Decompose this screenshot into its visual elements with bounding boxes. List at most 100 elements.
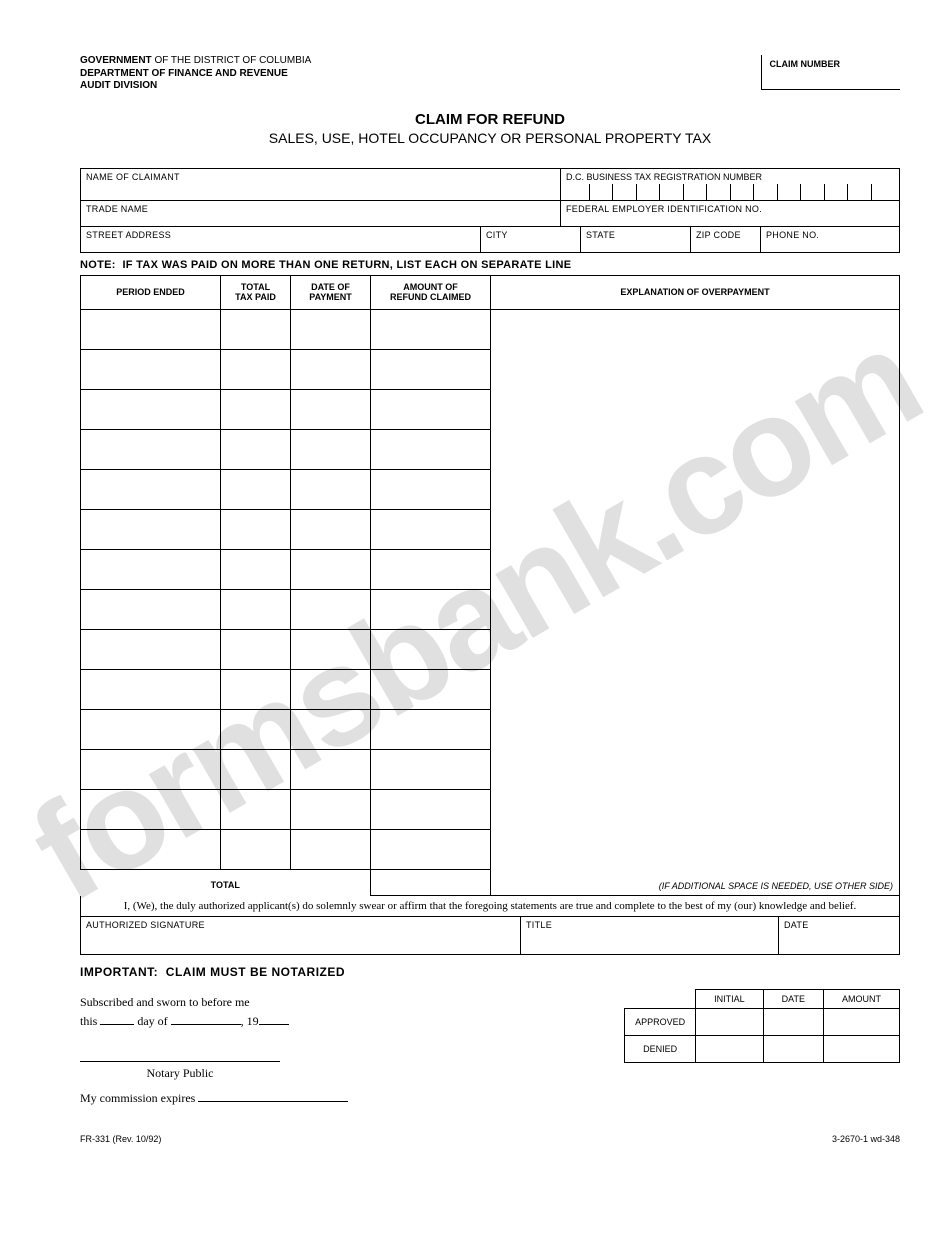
cell-approved-date[interactable] xyxy=(763,1009,823,1036)
table-cell[interactable] xyxy=(371,790,491,830)
table-cell[interactable] xyxy=(291,750,371,790)
footer-right: 3-2670-1 wd-348 xyxy=(832,1134,900,1144)
table-cell[interactable] xyxy=(291,470,371,510)
table-cell[interactable] xyxy=(81,830,221,870)
field-trade-name[interactable]: TRADE NAME xyxy=(81,201,561,226)
table-cell[interactable] xyxy=(291,790,371,830)
table-cell[interactable] xyxy=(221,630,291,670)
table-cell[interactable] xyxy=(81,470,221,510)
field-date[interactable]: DATE xyxy=(779,917,899,954)
table-cell[interactable] xyxy=(221,710,291,750)
field-phone[interactable]: PHONE NO. xyxy=(761,227,899,252)
field-zip[interactable]: ZIP CODE xyxy=(691,227,761,252)
cell-approved-amount[interactable] xyxy=(824,1009,900,1036)
table-cell[interactable] xyxy=(291,630,371,670)
table-cell[interactable] xyxy=(81,670,221,710)
dc-reg-cells[interactable] xyxy=(566,184,894,200)
field-dc-reg[interactable]: D.C. BUSINESS TAX REGISTRATION NUMBER xyxy=(561,169,899,200)
table-cell[interactable] xyxy=(291,550,371,590)
table-cell[interactable] xyxy=(221,830,291,870)
table-cell[interactable] xyxy=(221,430,291,470)
table-cell[interactable] xyxy=(221,750,291,790)
total-amount-cell[interactable] xyxy=(371,870,491,896)
table-cell[interactable] xyxy=(291,830,371,870)
page-footer: FR-331 (Rev. 10/92) 3-2670-1 wd-348 xyxy=(80,1134,900,1144)
table-cell[interactable] xyxy=(221,550,291,590)
field-street[interactable]: STREET ADDRESS xyxy=(81,227,481,252)
table-cell[interactable] xyxy=(371,670,491,710)
label-dc-reg: D.C. BUSINESS TAX REGISTRATION NUMBER xyxy=(566,172,762,182)
th-initial: INITIAL xyxy=(696,990,764,1009)
field-title[interactable]: TITLE xyxy=(521,917,779,954)
row-approved-label: APPROVED xyxy=(625,1009,696,1036)
table-row[interactable]: (IF ADDITIONAL SPACE IS NEEDED, USE OTHE… xyxy=(81,310,900,350)
table-cell[interactable] xyxy=(221,510,291,550)
table-cell[interactable] xyxy=(371,830,491,870)
notary-block: Subscribed and sworn to before me this d… xyxy=(80,995,624,1106)
table-cell[interactable] xyxy=(81,550,221,590)
important-text: CLAIM MUST BE NOTARIZED xyxy=(166,965,345,979)
refund-table: PERIOD ENDED TOTAL TAX PAID DATE OF PAYM… xyxy=(80,275,900,897)
table-cell[interactable] xyxy=(291,390,371,430)
table-cell[interactable] xyxy=(81,350,221,390)
table-cell[interactable] xyxy=(81,790,221,830)
explanation-cell[interactable]: (IF ADDITIONAL SPACE IS NEEDED, USE OTHE… xyxy=(491,310,900,896)
cell-denied-amount[interactable] xyxy=(824,1036,900,1063)
claim-number-box[interactable]: CLAIM NUMBER xyxy=(761,55,901,90)
cell-denied-initial[interactable] xyxy=(696,1036,764,1063)
table-cell[interactable] xyxy=(291,590,371,630)
approval-table: INITIAL DATE AMOUNT APPROVED DENIED xyxy=(624,989,900,1063)
table-cell[interactable] xyxy=(81,630,221,670)
field-fein[interactable]: FEDERAL EMPLOYER IDENTIFICATION NO. xyxy=(561,201,899,226)
field-auth-signature[interactable]: AUTHORIZED SIGNATURE xyxy=(81,917,521,954)
label-street: STREET ADDRESS xyxy=(86,230,171,240)
affirmation-text: I, (We), the duly authorized applicant(s… xyxy=(81,896,899,916)
table-cell[interactable] xyxy=(221,790,291,830)
table-cell[interactable] xyxy=(371,390,491,430)
table-cell[interactable] xyxy=(221,470,291,510)
notary-expires-line[interactable]: My commission expires xyxy=(80,1091,624,1106)
claim-number-label: CLAIM NUMBER xyxy=(770,59,841,69)
table-cell[interactable] xyxy=(291,670,371,710)
table-cell[interactable] xyxy=(81,710,221,750)
table-cell[interactable] xyxy=(221,350,291,390)
agency-line1-prefix: GOVERNMENT xyxy=(80,55,152,66)
table-cell[interactable] xyxy=(291,350,371,390)
table-cell[interactable] xyxy=(81,310,221,350)
field-state[interactable]: STATE xyxy=(581,227,691,252)
table-cell[interactable] xyxy=(291,310,371,350)
th-date-payment: DATE OF PAYMENT xyxy=(291,275,371,310)
table-cell[interactable] xyxy=(81,430,221,470)
table-cell[interactable] xyxy=(221,310,291,350)
table-cell[interactable] xyxy=(371,430,491,470)
notary-line2[interactable]: this day of , 19 xyxy=(80,1014,624,1029)
table-cell[interactable] xyxy=(221,670,291,710)
table-cell[interactable] xyxy=(371,750,491,790)
table-cell[interactable] xyxy=(81,750,221,790)
table-cell[interactable] xyxy=(291,430,371,470)
agency-line1-rest: OF THE DISTRICT OF COLUMBIA xyxy=(152,55,312,66)
table-cell[interactable] xyxy=(371,510,491,550)
table-cell[interactable] xyxy=(371,710,491,750)
field-city[interactable]: CITY xyxy=(481,227,581,252)
table-cell[interactable] xyxy=(221,390,291,430)
notary-public-line[interactable]: Notary Public xyxy=(80,1051,624,1081)
cell-denied-date[interactable] xyxy=(763,1036,823,1063)
field-name-of-claimant[interactable]: NAME OF CLAIMANT xyxy=(81,169,561,200)
table-cell[interactable] xyxy=(81,390,221,430)
notary-line1: Subscribed and sworn to before me xyxy=(80,995,624,1010)
table-cell[interactable] xyxy=(371,310,491,350)
table-cell[interactable] xyxy=(371,550,491,590)
note-line: NOTE: IF TAX WAS PAID ON MORE THAN ONE R… xyxy=(80,259,900,271)
table-cell[interactable] xyxy=(291,510,371,550)
table-cell[interactable] xyxy=(371,590,491,630)
table-cell[interactable] xyxy=(371,630,491,670)
table-cell[interactable] xyxy=(291,710,371,750)
table-cell[interactable] xyxy=(371,470,491,510)
agency-block: GOVERNMENT OF THE DISTRICT OF COLUMBIA D… xyxy=(80,55,311,93)
cell-approved-initial[interactable] xyxy=(696,1009,764,1036)
table-cell[interactable] xyxy=(81,590,221,630)
table-cell[interactable] xyxy=(81,510,221,550)
table-cell[interactable] xyxy=(371,350,491,390)
table-cell[interactable] xyxy=(221,590,291,630)
